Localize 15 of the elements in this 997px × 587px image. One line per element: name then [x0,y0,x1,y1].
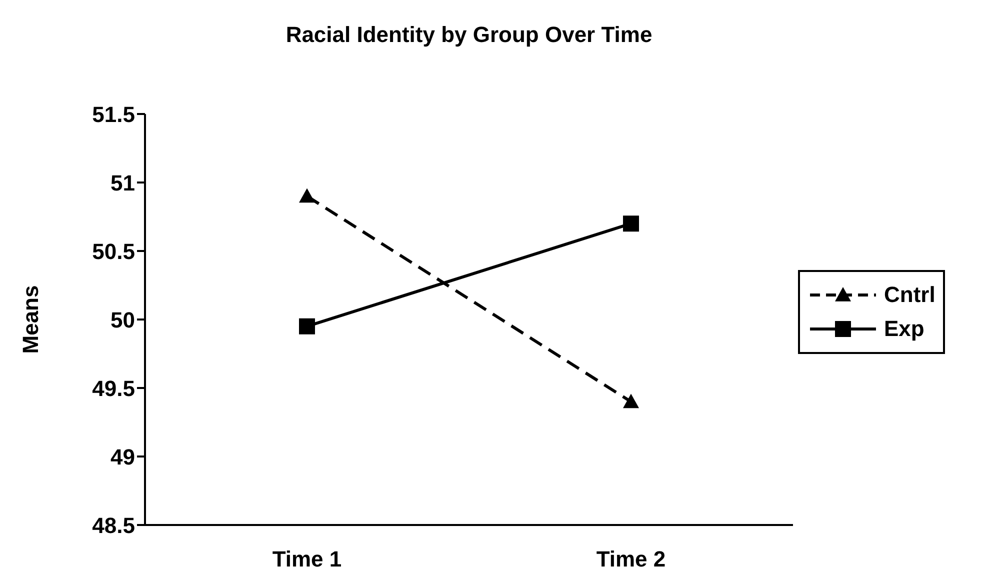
y-tick-label: 49 [110,444,135,470]
y-tick-label: 51 [110,170,135,196]
legend-label: Cntrl [884,282,936,308]
y-tick-label: 49.5 [92,376,135,401]
y-tick-label: 48.5 [92,512,135,538]
x-tick-label: Time 1 [272,546,342,572]
point [299,318,315,334]
y-tick-label: 51.5 [92,102,135,127]
point [623,216,639,232]
x-tick-label: Time 2 [596,546,666,572]
y-tick-label: 50.5 [92,238,135,264]
y-tick-label: 50 [110,307,135,332]
chart-title: Racial Identity by Group Over Time [284,22,654,48]
legend-label: Exp [884,316,924,342]
y-axis-title: Means [18,285,43,354]
